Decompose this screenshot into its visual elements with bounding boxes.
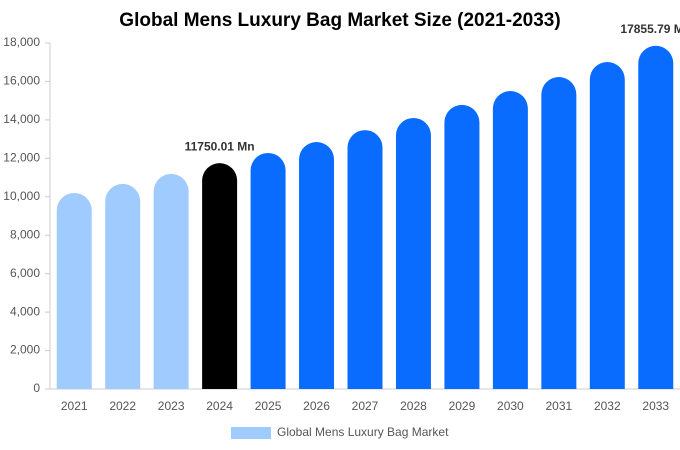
x-tick-label: 2032 [594,399,621,413]
value-label: 11750.01 Mn [185,139,255,153]
bar [56,192,92,389]
x-tick-label: 2030 [497,399,524,413]
bar [638,45,674,390]
bar [250,152,286,389]
x-tick-label: 2025 [255,399,282,413]
bar [444,104,480,389]
legend-swatch [231,427,271,439]
bar [202,163,238,389]
y-tick-label: 18,000 [3,35,40,49]
x-tick-label: 2021 [61,399,88,413]
x-tick-label: 2022 [109,399,136,413]
y-tick-label: 6,000 [10,266,40,280]
x-tick-label: 2024 [206,399,233,413]
bar [299,141,335,389]
x-tick-label: 2023 [158,399,185,413]
bar [105,183,141,389]
y-tick-label: 10,000 [3,189,40,203]
bar [153,173,189,389]
bar [541,77,577,390]
y-tick-label: 0 [33,381,40,395]
chart-title: Global Mens Luxury Bag Market Size (2021… [119,10,560,31]
y-tick-label: 8,000 [10,227,40,241]
y-tick-label: 14,000 [3,112,40,126]
bar [347,130,383,389]
x-tick-label: 2033 [642,399,669,413]
y-tick-label: 4,000 [10,304,40,318]
x-tick-label: 2028 [400,399,427,413]
bar [492,91,528,389]
y-tick-label: 16,000 [3,74,40,88]
x-tick-label: 2029 [449,399,476,413]
x-tick-label: 2027 [352,399,379,413]
y-tick-label: 12,000 [3,151,40,165]
value-label: 17855.79 Mn [620,22,680,36]
legend-label: Global Mens Luxury Bag Market [277,425,449,439]
bar [589,62,625,389]
x-tick-label: 2031 [545,399,572,413]
bar [395,117,431,389]
y-tick-label: 2,000 [10,343,40,357]
x-tick-label: 2026 [303,399,330,413]
